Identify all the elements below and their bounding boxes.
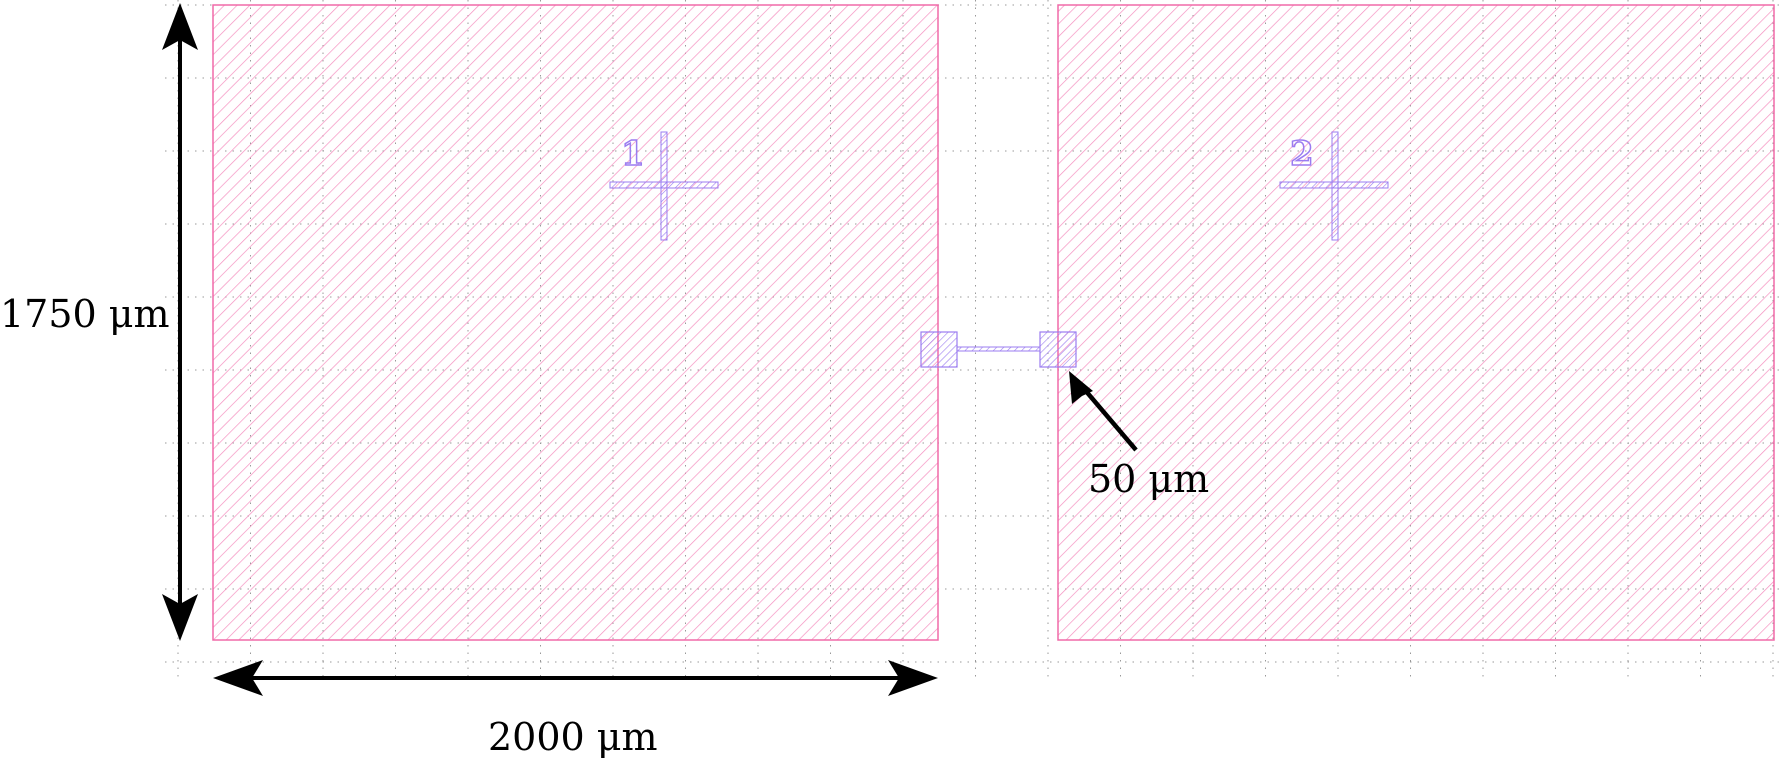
contact-square-right bbox=[1039, 331, 1077, 368]
gap-pointer-arrow bbox=[1069, 371, 1138, 452]
marker-label-1: 1 bbox=[621, 134, 645, 174]
junction-structure bbox=[920, 331, 1077, 368]
marker-label-2: 2 bbox=[1290, 134, 1314, 174]
contact-square-left bbox=[920, 331, 958, 368]
pad-left bbox=[212, 4, 939, 641]
alignment-marker-1: 1 bbox=[609, 131, 719, 241]
height-dimension-label: 1750 μm bbox=[0, 292, 170, 336]
pad-right bbox=[1057, 4, 1775, 641]
alignment-marker-2: 2 bbox=[1279, 131, 1389, 241]
width-dimension-label: 2000 μm bbox=[488, 715, 658, 759]
bridge-line bbox=[956, 346, 1041, 352]
height-dimension bbox=[162, 3, 198, 641]
gap-dimension-label: 50 μm bbox=[1088, 457, 1209, 501]
width-dimension bbox=[213, 660, 938, 696]
